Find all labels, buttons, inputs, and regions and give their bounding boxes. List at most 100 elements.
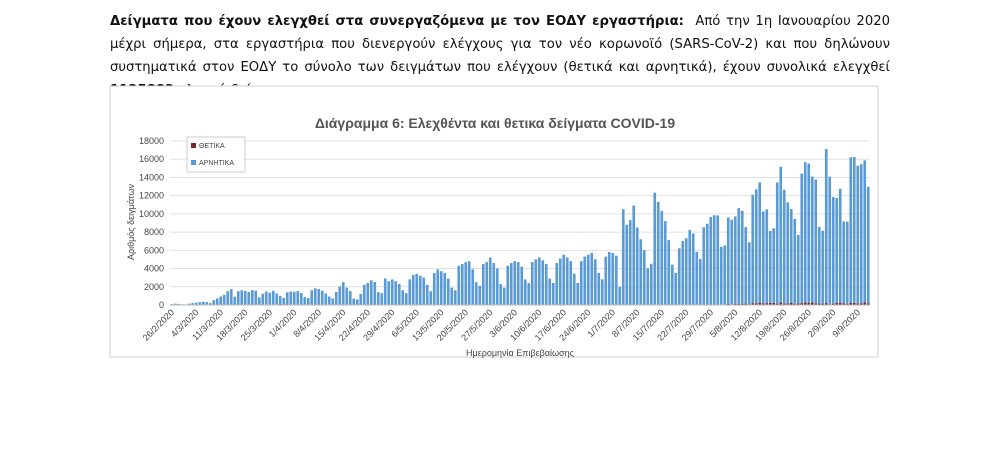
- bar: [376, 292, 380, 305]
- bar: [527, 283, 531, 305]
- bar: [177, 303, 181, 305]
- bar: [758, 182, 762, 303]
- bar: [327, 296, 331, 305]
- bar: [838, 188, 842, 303]
- bar: [485, 262, 489, 305]
- bar: [569, 261, 573, 305]
- bar: [215, 298, 219, 305]
- bar: [856, 303, 860, 305]
- bar: [373, 281, 377, 305]
- bar: [863, 160, 867, 303]
- bar: [782, 303, 786, 305]
- bar: [187, 303, 191, 305]
- bar: [544, 263, 548, 305]
- bar: [810, 302, 814, 305]
- bar: [271, 290, 275, 305]
- bar: [646, 268, 650, 305]
- bar: [590, 252, 594, 305]
- bar: [289, 291, 293, 305]
- bar: [562, 254, 566, 305]
- bar: [765, 209, 769, 304]
- bar: [499, 284, 503, 305]
- bar: [845, 303, 849, 305]
- bar: [866, 303, 870, 305]
- bar: [730, 219, 734, 305]
- bar: [733, 303, 737, 305]
- bar: [275, 293, 279, 305]
- bar: [845, 221, 849, 304]
- bar: [264, 291, 268, 305]
- bar: [779, 302, 783, 305]
- bar: [600, 279, 604, 305]
- bar: [369, 280, 373, 305]
- bar: [740, 210, 744, 304]
- bar: [439, 271, 443, 305]
- bar: [800, 303, 804, 305]
- bar: [278, 295, 282, 305]
- bar: [236, 291, 240, 305]
- bar: [261, 293, 265, 305]
- bar: [362, 284, 366, 305]
- bar: [492, 263, 496, 305]
- bar: [481, 263, 485, 305]
- bar: [677, 248, 681, 305]
- bar: [201, 301, 205, 305]
- bar: [737, 303, 741, 305]
- bar: [495, 268, 499, 305]
- bar: [782, 189, 786, 304]
- bar: [803, 162, 807, 303]
- bar: [866, 186, 870, 304]
- bar: [516, 262, 520, 305]
- bar: [789, 209, 793, 303]
- bar: [786, 303, 790, 305]
- bar: [222, 294, 226, 305]
- bar: [695, 251, 699, 305]
- bar: [530, 262, 534, 305]
- bar: [268, 292, 272, 305]
- bar: [856, 165, 860, 304]
- bar: [723, 245, 727, 305]
- bar: [474, 282, 478, 305]
- bar: [688, 229, 692, 305]
- bar: [800, 173, 804, 304]
- bar: [705, 223, 709, 305]
- bar: [436, 269, 440, 305]
- bar: [779, 166, 783, 303]
- bar: [712, 215, 716, 305]
- bar: [635, 227, 639, 305]
- bar: [852, 302, 856, 305]
- bar: [768, 230, 772, 303]
- bar: [754, 189, 758, 304]
- bar: [467, 261, 471, 305]
- bar: [586, 254, 590, 305]
- bar: [205, 302, 209, 305]
- bar: [425, 284, 429, 305]
- bar: [747, 242, 751, 305]
- bar: [352, 298, 356, 305]
- bar: [334, 291, 338, 305]
- bar: [817, 303, 821, 305]
- bar: [191, 303, 195, 305]
- y-tick-label: 16000: [139, 154, 164, 164]
- bar: [383, 278, 387, 305]
- bar: [593, 259, 597, 305]
- bar: [583, 256, 587, 305]
- bar: [513, 261, 517, 305]
- bar: [296, 291, 300, 305]
- bar: [285, 292, 289, 305]
- legend-swatch: [191, 143, 196, 148]
- bar: [219, 296, 223, 305]
- bar: [726, 303, 730, 305]
- bar: [849, 303, 853, 305]
- bar: [254, 290, 258, 305]
- bar: [229, 289, 233, 305]
- legend-label: ΑΡΝΗΤΙΚΑ: [199, 160, 234, 167]
- bar: [198, 302, 202, 305]
- bar: [859, 164, 863, 304]
- x-axis-label: Ημερομηνία Επιβεβαίωσης: [466, 348, 575, 358]
- bar: [849, 157, 853, 304]
- bar: [852, 157, 856, 303]
- bar: [618, 286, 622, 305]
- bar: [597, 272, 601, 305]
- bar: [751, 303, 755, 305]
